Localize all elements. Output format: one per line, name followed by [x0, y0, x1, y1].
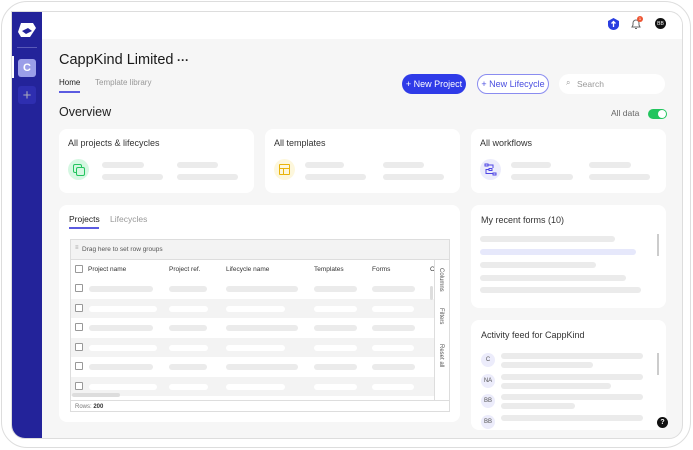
help-button[interactable]: ? [657, 417, 668, 428]
table-row[interactable] [71, 298, 434, 318]
top-bar: 1 BB [42, 12, 682, 39]
avatar: NA [481, 373, 495, 388]
row-checkbox[interactable] [75, 284, 83, 292]
bell-icon[interactable] [630, 18, 642, 30]
table-row[interactable] [71, 376, 434, 396]
filters-tool-button[interactable]: Filters [438, 308, 444, 325]
row-checkbox[interactable] [75, 342, 83, 351]
column-header[interactable]: Forms [372, 266, 391, 273]
column-header[interactable]: Cr [430, 266, 437, 273]
search-input[interactable]: ⌕ Search [559, 74, 665, 94]
row-checkbox[interactable] [75, 303, 83, 312]
tab-template-library[interactable]: Template library [95, 78, 152, 87]
avatar: BB [481, 414, 495, 429]
activity-feed-card: Activity feed for CappKind C NA BB BB [471, 320, 666, 430]
column-header[interactable]: Lifecycle name [226, 266, 270, 273]
more-options-button[interactable]: ··· [177, 53, 189, 67]
user-avatar[interactable]: BB [655, 18, 666, 29]
reset-all-button[interactable]: Reset all [438, 344, 444, 368]
overview-heading: Overview [59, 105, 112, 119]
new-lifecycle-button[interactable]: + New Lifecycle [477, 74, 549, 94]
table-row[interactable] [71, 357, 434, 377]
data-grid: Drag here to set row groups ≡ Project na… [70, 239, 450, 412]
projects-table-card: Projects Lifecycles Drag here to set row… [59, 205, 460, 422]
horizontal-scrollbar[interactable] [72, 393, 120, 397]
activity-scrollbar[interactable] [657, 353, 659, 375]
row-group-drop-zone[interactable]: Drag here to set row groups ≡ [71, 240, 449, 260]
app-window: C + 1 BB CappKind Limited ··· Home Templ… [11, 11, 683, 439]
table-row[interactable] [71, 337, 434, 357]
sidebar: C + [12, 12, 42, 438]
shield-icon[interactable] [608, 18, 619, 30]
notification-badge: 1 [637, 16, 643, 22]
grid-footer: Rows: 200 [71, 400, 449, 411]
avatar: BB [481, 394, 495, 408]
search-icon: ⌕ [566, 78, 571, 87]
card-all-workflows[interactable]: All workflows [471, 129, 666, 193]
card-all-projects[interactable]: All projects & lifecycles [59, 129, 254, 193]
recent-forms-card: My recent forms (10) [471, 205, 666, 308]
tab-projects[interactable]: Projects [69, 214, 100, 224]
column-header[interactable]: Templates [314, 266, 344, 273]
add-workspace-button[interactable]: + [18, 86, 36, 104]
layout-icon [274, 159, 295, 180]
row-checkbox[interactable] [75, 381, 83, 390]
logo-icon [18, 23, 36, 37]
column-header[interactable]: Project ref. [169, 266, 201, 273]
row-checkbox[interactable] [75, 323, 83, 331]
workspace-switcher-c[interactable]: C [18, 59, 36, 77]
new-project-button[interactable]: + New Project [402, 74, 466, 94]
all-data-label: All data [611, 108, 640, 118]
page-title: CappKind Limited [59, 52, 174, 68]
side-tool-panel: Columns Filters Reset all [434, 260, 449, 400]
select-all-checkbox[interactable] [75, 265, 83, 273]
copy-icon [68, 159, 89, 180]
workflow-icon [480, 159, 501, 180]
avatar: C [481, 353, 495, 367]
grid-header: Project name Project ref. Lifecycle name… [71, 260, 437, 279]
table-row[interactable] [71, 318, 434, 338]
table-row[interactable] [71, 279, 434, 299]
forms-scrollbar[interactable] [657, 234, 659, 256]
row-checkbox[interactable] [75, 362, 83, 370]
columns-tool-button[interactable]: Columns [438, 268, 444, 292]
column-header[interactable]: Project name [88, 266, 127, 273]
tab-home[interactable]: Home [59, 78, 81, 87]
card-all-templates[interactable]: All templates [265, 129, 460, 193]
tab-lifecycles[interactable]: Lifecycles [110, 214, 148, 224]
all-data-toggle[interactable] [648, 109, 667, 119]
vertical-scrollbar[interactable] [430, 286, 433, 300]
